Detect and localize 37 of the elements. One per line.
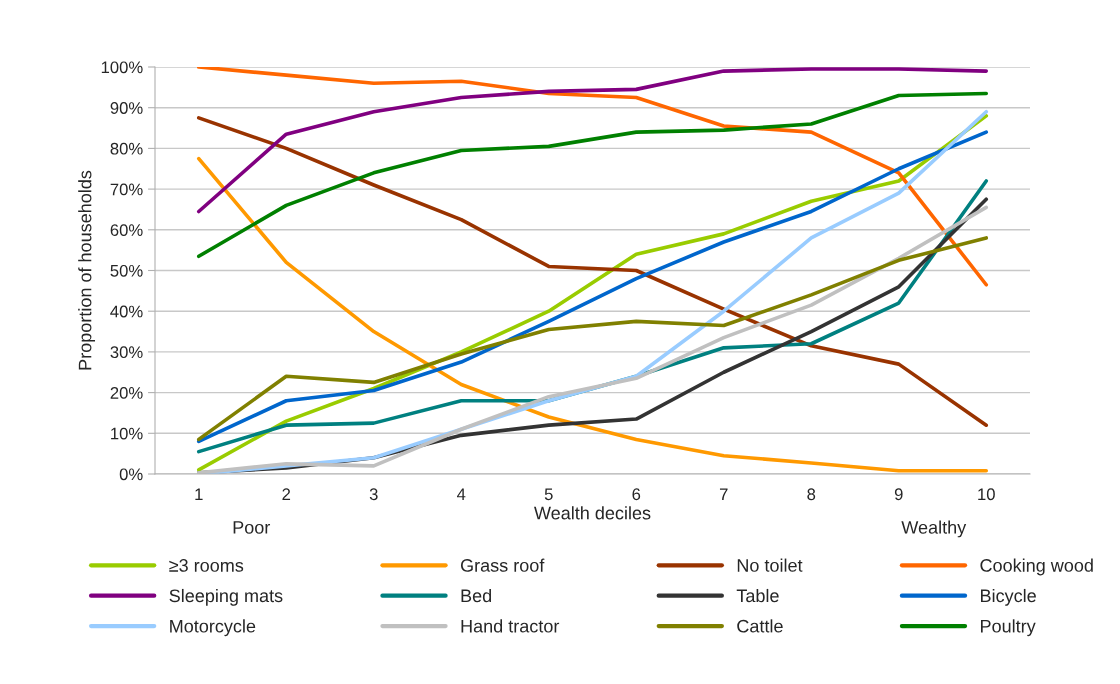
legend-label: Table (736, 588, 779, 603)
y-axis-title: Proportion of households (78, 170, 96, 370)
y-tick-label: 90% (110, 102, 143, 114)
legend-label: Hand tractor (461, 619, 560, 633)
text: Wealthy (901, 520, 967, 538)
y-tick-label: 40% (110, 305, 143, 318)
y-tick-label: 70% (110, 183, 143, 196)
x-tick-label: 5 (544, 488, 553, 501)
x-tick-label: 7 (719, 488, 728, 500)
legend-label: Sleeping mats (169, 588, 283, 606)
legend-label: Poultry (981, 619, 1036, 637)
legend-label: Bed (461, 588, 492, 603)
text: Poor (233, 521, 271, 534)
legend-label: Grass roof (460, 558, 545, 572)
legend-label: Motorcycle (170, 619, 256, 637)
y-tick-label: 30% (110, 346, 143, 359)
y-tick-label: 80% (110, 142, 143, 155)
legend-label: Bicycle (981, 588, 1036, 606)
y-tick-label: 0% (119, 468, 143, 481)
y-tick-label: 100% (101, 61, 143, 74)
x-tick-label: 1 (195, 488, 203, 500)
x-tick-label: 10 (978, 488, 995, 501)
x-tick-label: 6 (632, 488, 641, 501)
x-tick-label: 3 (369, 488, 378, 501)
x-axis-title: Wealth deciles (534, 506, 651, 520)
legend-label: Cooking wood (980, 558, 1093, 576)
y-tick-label: 10% (111, 427, 143, 440)
legend-label: No toilet (737, 558, 803, 572)
legend-label: Cattle (737, 619, 783, 633)
y-tick-label: 20% (110, 387, 143, 399)
x-tick-label: 8 (807, 488, 816, 501)
legend-label: ≥3 rooms (169, 559, 244, 572)
x-tick-label: 4 (457, 488, 466, 500)
x-tick-label: 9 (894, 488, 903, 501)
x-tick-label: 2 (282, 488, 291, 500)
y-tick-label: 60% (110, 224, 143, 236)
y-tick-label: 50% (110, 264, 143, 277)
